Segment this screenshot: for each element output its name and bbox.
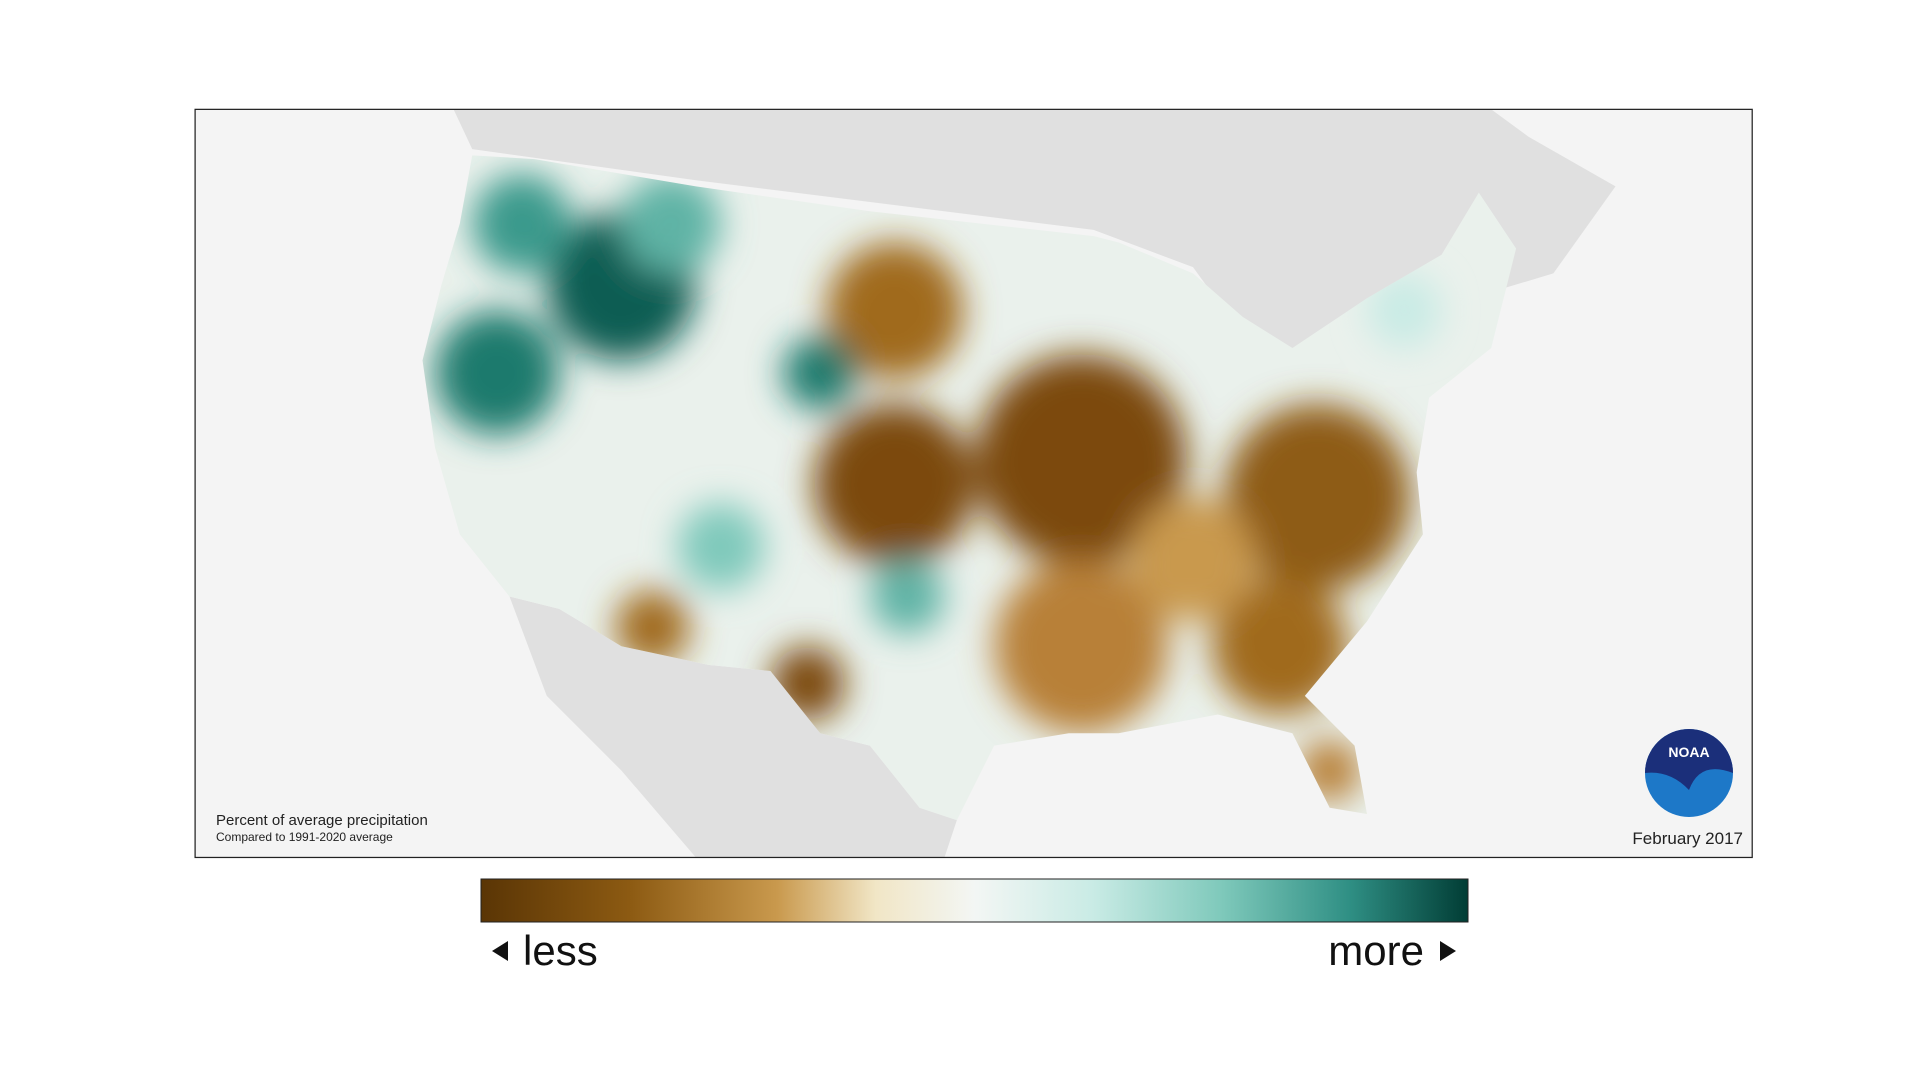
more-arrow	[1440, 941, 1456, 961]
precip-field	[422, 155, 1517, 821]
canada	[453, 109, 1616, 373]
noaa-logo: NOAA	[1645, 729, 1733, 817]
less-arrow	[492, 941, 508, 961]
colorbar	[480, 878, 1469, 923]
date-label: February 2017	[1632, 829, 1743, 848]
legend-title: Percent of average precipitation	[216, 812, 428, 829]
mexico	[509, 596, 957, 858]
less-label: less	[523, 927, 598, 974]
map-frame	[194, 108, 1753, 859]
more-label: more	[1328, 927, 1424, 974]
legend-subtitle: Compared to 1991-2020 average	[216, 830, 393, 844]
logo-text: NOAA	[1668, 744, 1709, 760]
map	[194, 108, 1753, 859]
